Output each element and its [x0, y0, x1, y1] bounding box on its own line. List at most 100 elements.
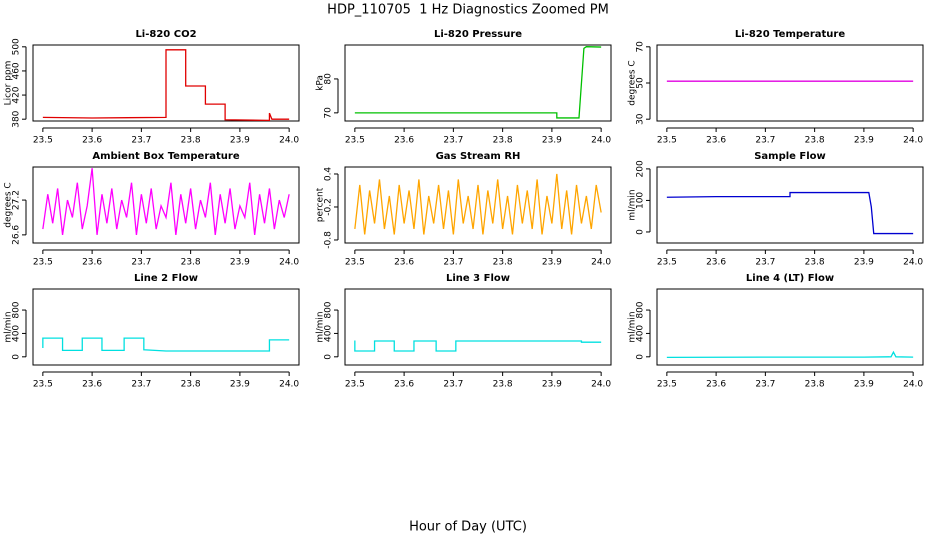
x-tick-label: 23.9 — [230, 258, 250, 268]
y-tick-label: 0 — [324, 354, 334, 360]
x-tick-label: 23.9 — [854, 380, 874, 390]
panel-title: Li-820 Temperature — [735, 29, 845, 40]
x-tick-label: 23.9 — [854, 258, 874, 268]
y-axis-label: degrees C — [628, 60, 638, 105]
x-tick-label: 23.8 — [805, 136, 825, 146]
plot-frame — [32, 288, 300, 366]
x-tick-label: 23.9 — [230, 136, 250, 146]
x-tick-label: 23.6 — [394, 136, 414, 146]
x-tick-label: 23.6 — [706, 136, 726, 146]
plot-frame — [344, 288, 612, 366]
panel-title: Ambient Box Temperature — [92, 151, 239, 162]
x-tick-label: 23.6 — [394, 380, 414, 390]
x-tick-label: 23.9 — [230, 380, 250, 390]
y-tick-label: 420 — [12, 86, 22, 103]
plot-frame — [656, 288, 924, 366]
x-tick-label: 24.0 — [591, 380, 611, 390]
y-tick-label: 800 — [12, 301, 22, 318]
panel-title: Li-820 CO2 — [135, 29, 196, 40]
y-tick-label: 0 — [636, 229, 646, 235]
x-tick-label: 23.5 — [657, 380, 677, 390]
plot-frame — [344, 166, 612, 244]
y-tick-label: 0 — [12, 354, 22, 360]
y-axis-label: percent — [316, 187, 326, 222]
y-tick-label: 400 — [12, 325, 22, 342]
y-axis-label: ml/min — [628, 311, 638, 342]
x-tick-label: 23.7 — [755, 380, 775, 390]
x-tick-label: 23.5 — [345, 258, 365, 268]
y-tick-label: 400 — [636, 325, 646, 342]
x-tick-label: 23.8 — [181, 380, 201, 390]
x-tick-label: 24.0 — [591, 258, 611, 268]
x-tick-label: 23.9 — [854, 136, 874, 146]
x-tick-label: 23.5 — [345, 380, 365, 390]
x-tick-label: 23.6 — [82, 258, 102, 268]
x-tick-label: 23.6 — [82, 380, 102, 390]
x-tick-label: 24.0 — [279, 258, 299, 268]
y-tick-label: 200 — [636, 160, 646, 177]
x-tick-label: 23.7 — [443, 380, 463, 390]
y-axis-label: degrees C — [4, 182, 14, 227]
y-tick-label: 0.4 — [324, 167, 334, 182]
y-axis-label: ml/min — [628, 189, 638, 220]
data-line — [354, 340, 602, 352]
y-tick-label: 500 — [12, 38, 22, 55]
x-tick-label: 23.8 — [805, 380, 825, 390]
x-tick-label: 23.7 — [131, 136, 151, 146]
x-tick-label: 23.6 — [706, 380, 726, 390]
y-tick-label: 380 — [12, 110, 22, 127]
x-tick-label: 23.7 — [755, 258, 775, 268]
y-tick-label: 50 — [636, 77, 646, 89]
chart-title: HDP_110705 1 Hz Diagnostics Zoomed PM — [327, 3, 609, 18]
x-tick-label: 23.8 — [493, 258, 513, 268]
x-tick-label: 23.6 — [394, 258, 414, 268]
y-tick-label: 70 — [636, 41, 646, 53]
y-tick-label: 70 — [324, 107, 334, 119]
x-tick-label: 23.8 — [181, 136, 201, 146]
x-tick-label: 23.8 — [493, 380, 513, 390]
x-tick-label: 23.6 — [706, 258, 726, 268]
plot-frame — [656, 166, 924, 244]
x-tick-label: 24.0 — [903, 380, 923, 390]
panel-title: Sample Flow — [754, 151, 826, 162]
y-tick-label: 0 — [636, 354, 646, 360]
x-tick-label: 23.9 — [542, 258, 562, 268]
x-tick-label: 23.9 — [542, 136, 562, 146]
x-tick-label: 23.5 — [33, 380, 53, 390]
plot-frame — [656, 44, 924, 122]
x-axis-label: Hour of Day (UTC) — [409, 520, 527, 535]
data-line — [666, 191, 914, 235]
y-tick-label: 27.2 — [12, 190, 22, 210]
panel-title: Line 2 Flow — [134, 273, 198, 284]
panel-title: Gas Stream RH — [436, 151, 521, 162]
x-tick-label: 23.7 — [443, 258, 463, 268]
x-tick-label: 24.0 — [903, 258, 923, 268]
x-tick-label: 23.5 — [33, 136, 53, 146]
x-tick-label: 23.7 — [131, 380, 151, 390]
y-axis-label: kPa — [316, 75, 326, 91]
data-line — [42, 49, 290, 122]
data-line — [42, 337, 290, 352]
y-axis-label: ml/min — [4, 311, 14, 342]
x-tick-label: 24.0 — [591, 136, 611, 146]
x-tick-label: 23.5 — [657, 258, 677, 268]
y-tick-label: 800 — [636, 301, 646, 318]
panel-title: Line 3 Flow — [446, 273, 510, 284]
y-tick-label: -0.2 — [324, 198, 334, 216]
data-line — [354, 46, 602, 119]
x-tick-label: 24.0 — [279, 380, 299, 390]
y-tick-label: -0.8 — [324, 231, 334, 249]
y-tick-label: 400 — [324, 325, 334, 342]
panel-title: Li-820 Pressure — [434, 29, 522, 40]
plot-frame — [32, 166, 300, 244]
x-tick-label: 23.7 — [443, 136, 463, 146]
data-line — [42, 168, 290, 235]
y-tick-label: 100 — [636, 192, 646, 209]
y-axis-label: ml/min — [316, 311, 326, 342]
x-tick-label: 23.8 — [805, 258, 825, 268]
plot-frame — [344, 44, 612, 122]
x-tick-label: 23.5 — [33, 258, 53, 268]
x-tick-label: 23.8 — [493, 136, 513, 146]
